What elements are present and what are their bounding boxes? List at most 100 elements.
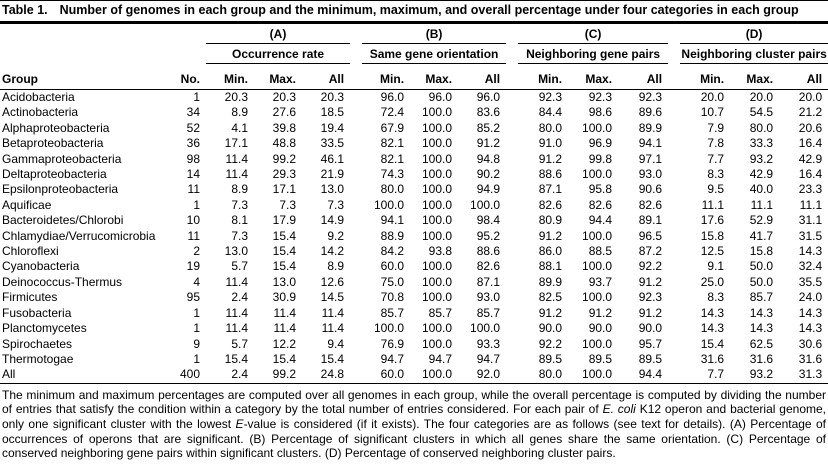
category-d-id: (D)	[680, 24, 828, 44]
cell-percentage: 100.0	[422, 182, 453, 197]
cell-percentage: 14.3	[798, 321, 823, 336]
cell-percentage: 74.3	[380, 167, 405, 182]
cell-percentage: 87.2	[638, 244, 663, 259]
cell-percentage: 93.0	[638, 167, 663, 182]
cell-percentage: 20.0	[700, 90, 725, 104]
cell-percentage: 93.0	[476, 290, 501, 305]
cell-percentage: 91.2	[538, 151, 563, 166]
cell-percentage: 10.7	[700, 105, 725, 120]
cell-percentage: 31.6	[798, 351, 823, 366]
column-gap	[668, 44, 680, 64]
column-gap	[506, 321, 518, 336]
column-gap	[350, 244, 362, 259]
cell-percentage: 62.5	[749, 336, 774, 351]
cell-percentage: 8.3	[707, 167, 725, 182]
cell-percentage: 100.0	[422, 120, 453, 135]
header-row-columns: Group No. Min. Max. All Min. Max. All Mi…	[0, 63, 828, 90]
table-row: Fusobacteria 1 11.4 11.4 11.4 85.7 85.7 85.7 91.…	[0, 306, 828, 321]
cell-percentage: 17.9	[272, 213, 296, 228]
cell-percentage: 90.0	[638, 321, 663, 336]
cell-percentage: 100.0	[422, 197, 453, 212]
cell-percentage: 96.5	[638, 228, 663, 243]
cell-percentage: 15.4	[272, 244, 296, 259]
cell-percentage: 15.4	[272, 351, 296, 366]
cell-percentage: 90.2	[476, 167, 501, 182]
cell-percentage: 20.3	[272, 90, 296, 104]
cell-percentage: 20.0	[749, 90, 774, 104]
column-gap	[506, 167, 518, 182]
column-gap	[668, 63, 681, 90]
cell-percentage: 100.0	[422, 105, 453, 120]
cell-percentage: 100.0	[374, 321, 405, 336]
cell-percentage: 15.4	[272, 228, 296, 243]
cell-percentage: 14.3	[749, 305, 774, 320]
column-gap	[350, 63, 363, 90]
cell-percentage: 11.4	[321, 305, 345, 320]
column-gap	[506, 352, 518, 367]
column-gap	[350, 90, 362, 106]
table-row: Cyanobacteria 19 5.7 15.4 8.9 60.0 100.0 82.6 88…	[0, 259, 828, 274]
column-gap	[350, 136, 362, 151]
cell-group-name: Chlamydiae/Verrucomicrobia	[2, 228, 156, 243]
cell-percentage: 88.6	[538, 167, 563, 182]
cell-group-name: Fusobacteria	[2, 305, 72, 320]
cell-percentage: 75.0	[380, 274, 405, 289]
column-gap	[668, 90, 680, 106]
cell-percentage: 80.0	[538, 120, 563, 135]
cell-percentage: 92.3	[588, 90, 613, 104]
cell-percentage: 7.3	[231, 197, 248, 212]
cell-percentage: 7.7	[707, 151, 725, 166]
cell-percentage: 100.0	[422, 213, 453, 228]
cell-percentage: 96.9	[588, 136, 613, 151]
column-gap	[350, 152, 362, 167]
cell-percentage: 50.0	[749, 274, 774, 289]
cell-genome-count: 52	[186, 120, 200, 135]
column-gap	[506, 152, 518, 167]
cell-percentage: 32.4	[798, 259, 823, 274]
column-gap	[506, 259, 518, 274]
cell-group-name: Alphaproteobacteria	[2, 120, 110, 135]
data-table: (A) (B) (C) (D) Occurrence rate Same gen…	[0, 24, 828, 384]
column-header-max: Max.	[254, 63, 302, 90]
footnote-text: -value is considered (if it exists). The…	[2, 416, 826, 461]
cell-group-name: Betaproteobacteria	[2, 136, 104, 151]
cell-percentage: 95.2	[476, 228, 501, 243]
cell-percentage: 100.0	[582, 336, 613, 351]
header-spacer	[0, 24, 206, 44]
cell-percentage: 31.6	[749, 351, 774, 366]
cell-percentage: 15.8	[749, 244, 774, 259]
table-row: Betaproteobacteria 36 17.1 48.8 33.5 82.1 100.…	[0, 136, 828, 151]
column-gap	[668, 275, 680, 290]
cell-percentage: 91.2	[476, 136, 501, 151]
cell-percentage: 20.0	[798, 90, 823, 104]
cell-genome-count: 2	[193, 244, 200, 259]
table-row: Aquificae 1 7.3 7.3 7.3 100.0 100.0 100.0 82.6 82…	[0, 198, 828, 213]
cell-percentage: 25.0	[700, 274, 725, 289]
cell-percentage: 91.2	[588, 305, 613, 320]
cell-percentage: 11.4	[225, 321, 248, 336]
cell-percentage: 97.1	[638, 151, 663, 166]
cell-percentage: 89.5	[538, 351, 563, 366]
column-header-all: All	[302, 63, 351, 90]
cell-percentage: 80.0	[749, 120, 774, 135]
cell-percentage: 40.0	[749, 182, 774, 197]
cell-percentage: 72.4	[380, 105, 405, 120]
cell-percentage: 7.8	[707, 136, 725, 151]
cell-percentage: 92.0	[458, 367, 507, 384]
cell-percentage: 11.4	[273, 321, 296, 336]
cell-group-name: Acidobacteria	[2, 90, 75, 104]
cell-percentage: 91.2	[638, 305, 663, 320]
column-gap	[506, 182, 518, 197]
cell-percentage: 85.7	[476, 305, 501, 320]
cell-percentage: 89.5	[588, 351, 613, 366]
table-row: Spirochaetes 9 5.7 12.2 9.4 76.9 100.0 93.3 92.2…	[0, 337, 828, 352]
cell-percentage: 82.6	[588, 197, 613, 212]
table-row: Chloroflexi 2 13.0 15.4 14.2 84.2 93.8 88.6 86.0…	[0, 244, 828, 259]
cell-genome-count: 1	[193, 305, 200, 320]
cell-percentage: 11.4	[225, 167, 248, 182]
cell-percentage: 91.2	[638, 274, 663, 289]
cell-percentage: 23.3	[798, 182, 823, 197]
cell-percentage: 100.0	[422, 274, 453, 289]
cell-percentage: 99.2	[254, 367, 302, 384]
column-gap	[668, 121, 680, 136]
